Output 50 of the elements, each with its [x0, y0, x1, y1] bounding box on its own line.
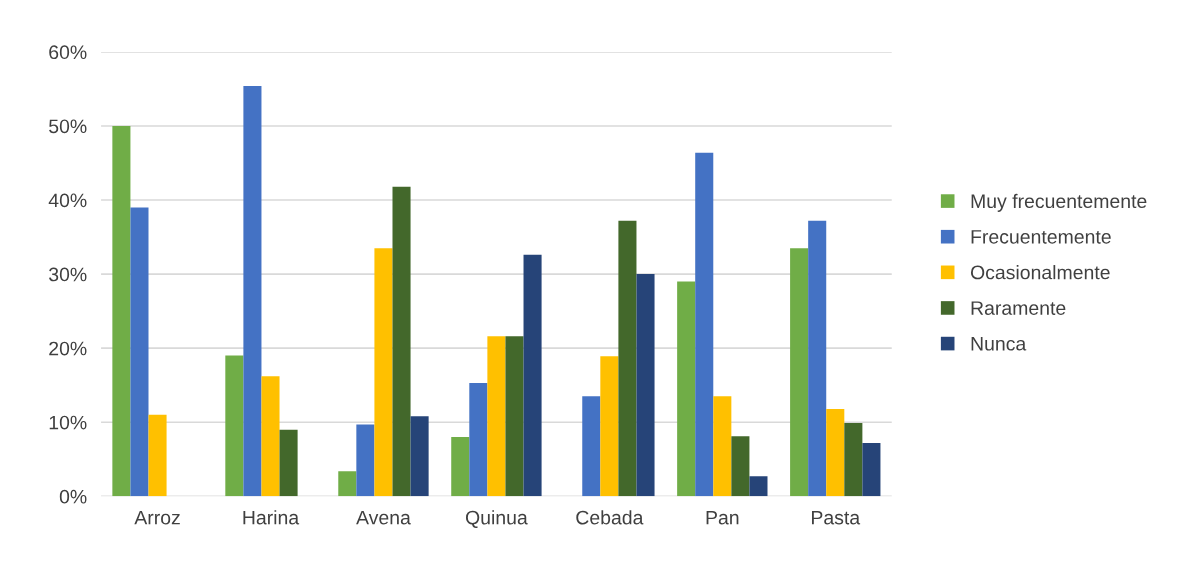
x-tick-label: Harina: [243, 510, 300, 525]
bar: [618, 220, 637, 497]
bar: [243, 85, 262, 497]
y-tick-label: 20%: [49, 341, 87, 356]
legend-label: Frecuentemente: [971, 230, 1111, 244]
bar: [505, 336, 524, 497]
bar: [523, 254, 542, 497]
bar: [392, 186, 411, 497]
bar: [600, 356, 619, 497]
bar: [713, 396, 732, 497]
bar: [225, 355, 244, 497]
bar: [731, 436, 750, 497]
bar: [279, 429, 298, 497]
legend-label: Raramente: [971, 301, 1066, 315]
x-tick-label: Quinua: [465, 510, 528, 528]
bar: [808, 220, 827, 497]
bar: [677, 281, 696, 497]
bar: [582, 396, 601, 497]
x-tick-label: Arroz: [134, 510, 180, 525]
bar: [790, 248, 809, 497]
legend-label: Ocasionalmente: [970, 265, 1110, 280]
bar: [487, 336, 506, 497]
bar: [374, 248, 393, 497]
bar: [112, 125, 131, 497]
bar: [130, 207, 149, 497]
bar: [148, 414, 167, 497]
x-tick-label: Pasta: [812, 510, 861, 525]
bar: [410, 416, 429, 497]
y-tick-label: 30%: [49, 267, 87, 282]
bar: [826, 408, 845, 497]
x-tick-label: Avena: [356, 510, 411, 525]
bar: [469, 382, 488, 497]
y-tick-label: 0%: [59, 489, 87, 504]
x-tick-label: Pan: [706, 510, 739, 525]
y-tick-label: 50%: [49, 119, 87, 134]
y-tick-label: 40%: [48, 193, 87, 208]
bar: [862, 442, 881, 497]
bar: [338, 471, 357, 497]
bar: [695, 152, 714, 497]
bar: [844, 422, 863, 497]
legend-label: Muy frecuentemente: [971, 193, 1147, 212]
bar: [356, 424, 375, 497]
y-tick-label: 60%: [49, 45, 87, 60]
bar: [451, 437, 470, 497]
x-tick-label: Cebada: [576, 510, 644, 525]
legend-label: Nunca: [971, 337, 1027, 351]
bar: [749, 476, 768, 497]
bar: [636, 274, 655, 497]
bar: [261, 376, 280, 497]
y-tick-label: 10%: [49, 415, 87, 430]
